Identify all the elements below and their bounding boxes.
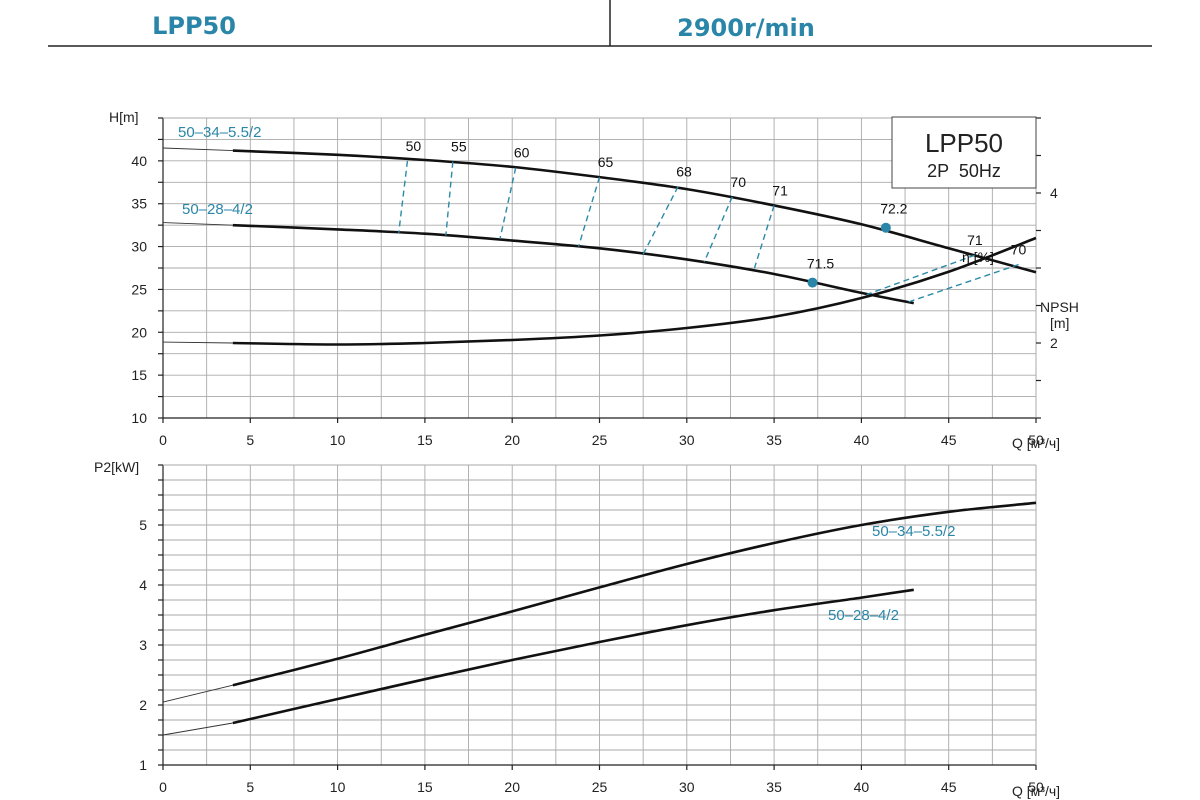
head-chart-curves: 50–34–5.5/2 50–28–4/2 — [162, 124, 1037, 346]
legend-box-frame — [891, 116, 1037, 189]
head-x-tick-label: 10 — [330, 432, 346, 448]
efficiency-label: 50 — [406, 138, 422, 154]
power-x-tick-label: 15 — [417, 779, 433, 795]
head-npsh-chart: H[m] NPSH [m] Q [м³/ч] 0 5 10 15 20 25 30 35 40 4… — [109, 109, 1079, 451]
power-axis-label: P2[kW] — [94, 459, 139, 475]
head-y-tick-label: 15 — [131, 367, 147, 383]
head-curve-extension — [162, 147, 233, 152]
efficiency-label: 68 — [676, 164, 692, 180]
efficiency-label: 70 — [1011, 242, 1027, 258]
efficiency-line — [445, 161, 454, 236]
head-y-tick-label: 25 — [131, 281, 147, 297]
npsh-axis-unit: [m] — [1050, 315, 1069, 331]
efficiency-line — [904, 263, 1019, 304]
head-y-tick-label: 30 — [131, 239, 147, 255]
power-chart-grid — [162, 464, 1037, 766]
header-speed: 2900r/min — [677, 14, 815, 42]
head-chart-ticks: 0 5 10 15 20 25 30 35 40 45 50 10 15 20 25 30 35 40 2 4 — [131, 153, 1058, 448]
power-curve-0 — [232, 501, 1037, 687]
header: LPP50 2900r/min — [48, 0, 1152, 47]
head-x-tick-label: 50 — [1028, 432, 1044, 448]
head-x-tick-label: 30 — [679, 432, 695, 448]
efficiency-line — [703, 196, 733, 263]
power-curve-1 — [232, 588, 914, 725]
power-y-tick-label: 2 — [139, 697, 147, 713]
head-x-tick-label: 5 — [246, 432, 254, 448]
efficiency-line — [642, 186, 679, 255]
power-x-tick-label: 0 — [159, 779, 167, 795]
head-curve-extension — [162, 341, 233, 344]
power-chart-curves: 50–34–5.5/2 50–28–4/2 — [162, 501, 1037, 736]
npsh-tick-label: 2 — [1050, 335, 1058, 351]
legend-box-subtitle: 2P 50Hz — [927, 161, 1001, 181]
power-series-label: 50–28–4/2 — [828, 607, 899, 624]
power-y-tick-label: 1 — [139, 757, 147, 773]
head-curve-0 — [232, 149, 1037, 274]
efficiency-line — [499, 167, 517, 240]
power-x-tick-label: 30 — [679, 779, 695, 795]
efficiency-axis-label: η [%] — [962, 249, 994, 265]
efficiency-label: 55 — [451, 139, 467, 155]
power-x-tick-label: 35 — [766, 779, 782, 795]
power-curve-extension — [162, 684, 233, 703]
power-series-label: 50–34–5.5/2 — [872, 523, 955, 540]
power-y-tick-label: 4 — [139, 577, 147, 593]
head-curve-extension — [162, 222, 233, 226]
efficiency-lines: 50 55 60 65 68 70 71 71 70 — [398, 138, 1027, 304]
power-x-tick-label: 45 — [941, 779, 957, 795]
power-x-tick-label: 20 — [504, 779, 520, 795]
head-x-tick-label: 45 — [941, 432, 957, 448]
npsh-axis-label: NPSH — [1040, 299, 1079, 315]
head-x-tick-label: 15 — [417, 432, 433, 448]
efficiency-label: 60 — [514, 145, 530, 161]
head-x-tick-label: 35 — [766, 432, 782, 448]
power-y-tick-label: 5 — [139, 517, 147, 533]
header-model: LPP50 — [152, 12, 236, 40]
power-x-tick-label: 40 — [854, 779, 870, 795]
head-x-tick-label: 20 — [504, 432, 520, 448]
power-x-tick-label: 50 — [1028, 779, 1044, 795]
npsh-curve — [232, 236, 1037, 346]
head-x-tick-label: 0 — [159, 432, 167, 448]
head-x-tick-label: 25 — [592, 432, 608, 448]
power-chart-axes — [158, 464, 1037, 770]
efficiency-label: 65 — [598, 154, 614, 170]
power-y-tick-label: 3 — [139, 637, 147, 653]
efficiency-line — [577, 176, 601, 247]
head-y-tick-label: 35 — [131, 196, 147, 212]
head-series-label: 50–28–4/2 — [182, 201, 253, 218]
bep-label: 72.2 — [880, 201, 907, 217]
efficiency-label: 70 — [730, 174, 746, 190]
power-x-tick-label: 10 — [330, 779, 346, 795]
head-x-tick-label: 40 — [854, 432, 870, 448]
head-x-axis-label: Q [м³/ч] — [1012, 435, 1060, 451]
power-x-tick-label: 5 — [246, 779, 254, 795]
head-y-tick-label: 20 — [131, 324, 147, 340]
efficiency-line — [866, 254, 976, 296]
bep-point — [880, 222, 891, 233]
power-chart: P2[kW] Q [м³/ч] 0 5 10 15 20 25 30 35 40 45 501234… — [94, 459, 1060, 799]
legend-box-title: LPP50 — [925, 128, 1003, 158]
bep-points: 72.2 71.5 — [807, 201, 908, 288]
head-y-tick-label: 10 — [131, 410, 147, 426]
efficiency-label: 71 — [967, 232, 983, 248]
head-curve-1 — [232, 223, 915, 305]
power-x-axis-label: Q [м³/ч] — [1012, 783, 1060, 799]
bep-point — [807, 277, 818, 288]
power-curve-extension — [162, 722, 233, 736]
head-axis-label: H[m] — [109, 109, 139, 125]
legend-box: LPP50 2P 50Hz — [891, 116, 1037, 189]
efficiency-label: 71 — [772, 182, 788, 198]
power-x-tick-label: 25 — [592, 779, 608, 795]
bep-label: 71.5 — [807, 256, 834, 272]
npsh-tick-label: 4 — [1050, 185, 1058, 201]
head-y-tick-label: 40 — [131, 153, 147, 169]
efficiency-line — [752, 205, 775, 273]
head-series-label: 50–34–5.5/2 — [178, 124, 261, 141]
efficiency-line — [398, 160, 409, 233]
